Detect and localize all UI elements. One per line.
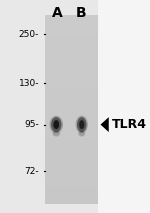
Bar	[45, 129, 98, 138]
Ellipse shape	[53, 120, 59, 129]
Bar	[45, 24, 98, 34]
Text: 130-: 130-	[18, 79, 39, 88]
Bar	[45, 15, 98, 24]
Bar	[0, 0, 45, 213]
Bar	[45, 53, 98, 62]
Bar	[45, 15, 98, 204]
Bar	[45, 100, 98, 110]
Bar	[98, 0, 150, 213]
Text: A: A	[52, 6, 62, 20]
Ellipse shape	[50, 116, 63, 134]
Bar	[45, 34, 98, 43]
Bar	[45, 0, 98, 15]
Bar	[45, 43, 98, 53]
Text: TLR4: TLR4	[112, 118, 147, 131]
Bar	[45, 91, 98, 100]
Bar	[45, 148, 98, 157]
Bar	[45, 62, 98, 72]
Ellipse shape	[76, 116, 88, 134]
Bar	[45, 81, 98, 91]
Ellipse shape	[77, 117, 86, 132]
Polygon shape	[100, 117, 109, 132]
Ellipse shape	[53, 131, 60, 137]
Ellipse shape	[79, 120, 84, 129]
Bar	[45, 138, 98, 148]
Bar	[45, 110, 98, 119]
Ellipse shape	[78, 131, 85, 137]
Bar	[45, 119, 98, 129]
Bar	[45, 167, 98, 176]
Bar	[45, 72, 98, 81]
Text: B: B	[76, 6, 86, 20]
Bar	[45, 186, 98, 195]
Text: 250-: 250-	[19, 30, 39, 39]
Ellipse shape	[51, 117, 62, 132]
Text: 95-: 95-	[24, 120, 39, 129]
Bar	[45, 176, 98, 186]
Bar	[45, 195, 98, 204]
Text: 72-: 72-	[24, 167, 39, 176]
Bar	[45, 157, 98, 167]
